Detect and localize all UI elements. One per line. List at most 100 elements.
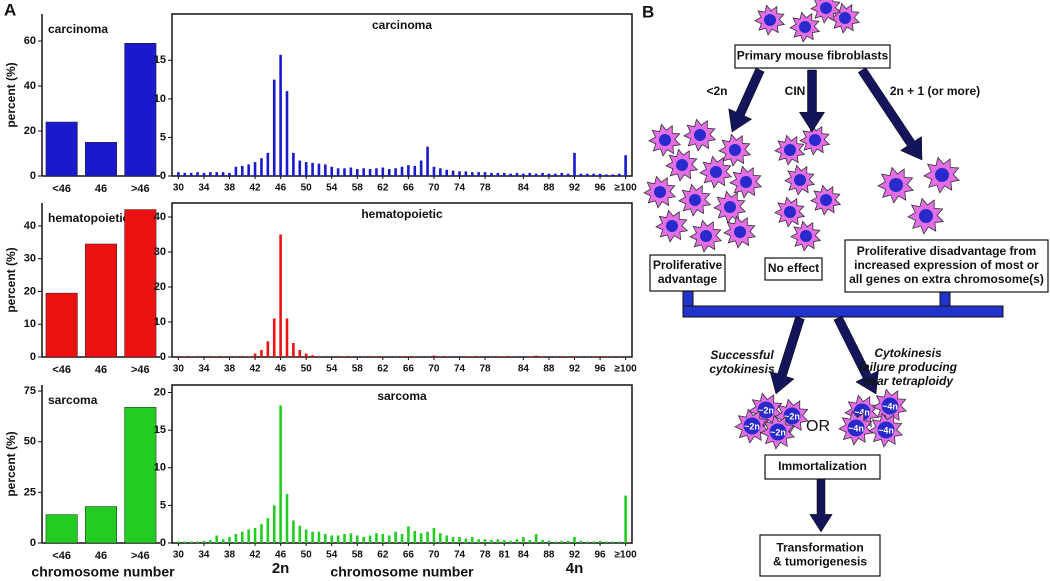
bar bbox=[541, 356, 544, 357]
node-label: increased expression of most or bbox=[854, 258, 1039, 272]
bar bbox=[343, 168, 346, 176]
bar bbox=[45, 514, 78, 544]
bar bbox=[470, 356, 474, 357]
cell-label: ~2n bbox=[744, 421, 760, 431]
bar bbox=[470, 172, 474, 176]
bar bbox=[124, 43, 157, 177]
edge-label: <2n bbox=[706, 84, 727, 98]
bar bbox=[490, 356, 493, 357]
plot-frame bbox=[171, 202, 633, 358]
bar bbox=[324, 164, 327, 176]
bar bbox=[598, 173, 602, 176]
bar bbox=[343, 356, 346, 357]
x-tick-label: 46 bbox=[275, 364, 287, 375]
bar bbox=[221, 539, 225, 543]
x-tick-label: ≥100 bbox=[615, 183, 638, 194]
y-tick-label: 60 bbox=[24, 35, 36, 47]
bar bbox=[234, 533, 238, 543]
bar bbox=[215, 172, 219, 176]
y-tick-label: 0 bbox=[30, 351, 36, 363]
bar bbox=[522, 536, 525, 543]
bar bbox=[528, 172, 532, 176]
bar bbox=[400, 166, 404, 176]
bar bbox=[298, 350, 302, 357]
bar bbox=[432, 355, 436, 357]
bar bbox=[502, 539, 506, 543]
bar bbox=[413, 356, 417, 357]
node-label: Primary mouse fibroblasts bbox=[737, 49, 889, 63]
x-tick-label: 58 bbox=[352, 183, 364, 194]
bar bbox=[368, 535, 372, 543]
y-tick-label: 30 bbox=[24, 253, 36, 265]
bar bbox=[502, 356, 506, 357]
bar bbox=[509, 173, 512, 176]
cell-label: ~4n bbox=[878, 425, 894, 435]
arrow bbox=[857, 67, 923, 161]
x-tick-label: 38 bbox=[224, 550, 236, 561]
bar bbox=[566, 356, 570, 357]
bar bbox=[266, 341, 270, 357]
bar bbox=[189, 541, 193, 543]
bar bbox=[221, 172, 225, 176]
bar bbox=[470, 536, 474, 543]
x-tick-label: ≥100 bbox=[615, 364, 638, 375]
bar bbox=[502, 172, 506, 176]
nucleus bbox=[889, 178, 903, 192]
bar bbox=[432, 527, 436, 543]
x-tick-label: 38 bbox=[224, 183, 236, 194]
bar bbox=[509, 540, 512, 543]
x-tick-label: <46 bbox=[52, 364, 71, 376]
bar bbox=[362, 356, 365, 357]
bar bbox=[202, 356, 206, 357]
bar bbox=[554, 541, 557, 543]
y-axis-label: percent (%) bbox=[4, 431, 18, 496]
bar bbox=[605, 174, 608, 176]
x-tick-label: 92 bbox=[569, 364, 581, 375]
bar bbox=[605, 356, 608, 357]
bar bbox=[196, 356, 199, 357]
bar bbox=[355, 356, 359, 357]
bar bbox=[592, 173, 595, 176]
x-tick-label: 62 bbox=[377, 183, 389, 194]
nucleus bbox=[659, 134, 671, 146]
x-tick-label: 38 bbox=[224, 364, 236, 375]
x-tick-label: 58 bbox=[352, 550, 364, 561]
bar bbox=[394, 531, 397, 543]
x-tick-label: 46 bbox=[275, 183, 287, 194]
nucleus bbox=[800, 230, 812, 242]
nucleus bbox=[877, 421, 895, 439]
node-box bbox=[759, 534, 881, 577]
node-box bbox=[649, 254, 726, 292]
bar bbox=[617, 356, 621, 357]
bar bbox=[362, 536, 365, 543]
node-label: advantage bbox=[658, 272, 718, 286]
panel-label: A bbox=[4, 0, 16, 19]
bar bbox=[483, 356, 487, 357]
bar bbox=[336, 168, 340, 176]
bar bbox=[566, 173, 570, 176]
bar bbox=[202, 540, 206, 543]
x-tick-label: 50 bbox=[301, 183, 313, 194]
bar bbox=[387, 535, 391, 543]
bar bbox=[304, 353, 308, 357]
bar bbox=[45, 121, 78, 177]
edge-label: failure producing bbox=[859, 360, 958, 374]
bar bbox=[240, 165, 244, 176]
y-tick-label: 5 bbox=[160, 499, 166, 511]
cell-label: ~2n bbox=[758, 405, 774, 415]
bar bbox=[285, 91, 289, 176]
node-box bbox=[734, 44, 891, 69]
bar bbox=[617, 173, 621, 176]
annotation: 2n bbox=[272, 560, 290, 577]
x-tick-label: 74 bbox=[454, 550, 466, 561]
bar bbox=[534, 355, 538, 357]
nucleus bbox=[820, 2, 832, 14]
bar bbox=[221, 356, 225, 357]
bar bbox=[566, 540, 570, 543]
cell-label: ~2n bbox=[784, 411, 800, 421]
y-tick-label: 20 bbox=[154, 386, 166, 398]
bar bbox=[458, 356, 461, 357]
x-tick-label: 70 bbox=[428, 364, 440, 375]
nucleus bbox=[666, 220, 678, 232]
bar bbox=[343, 533, 346, 543]
